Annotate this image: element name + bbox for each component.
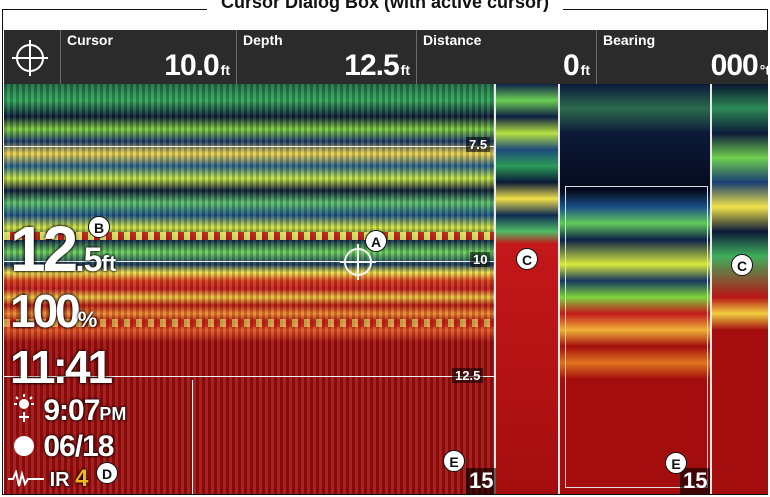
depth-line-7-5 [4, 146, 494, 147]
callout-e-left: E [443, 450, 465, 472]
ir-wave-icon [8, 468, 44, 487]
depth-value: 12.5 [344, 49, 399, 82]
distance-value: 0 [562, 49, 580, 82]
zoom-range-box [565, 186, 708, 488]
callout-e-right: E [665, 452, 687, 474]
distance-field: Distance 0 ft [416, 30, 596, 84]
distance-unit: ft [580, 62, 590, 78]
time-readout: 11:41 [10, 341, 113, 393]
sonar-flasher-strip [496, 84, 558, 494]
sonar-flasher-strip-right [712, 84, 768, 494]
bearing-unit: °t [759, 62, 770, 78]
divider [558, 84, 560, 494]
callout-b: B [88, 216, 110, 238]
bottom-marker-line [192, 380, 193, 494]
sonar-history-view[interactable] [4, 84, 494, 494]
sunset-readout: 9:07PM [12, 394, 126, 428]
figure-caption: Cursor Dialog Box (with active cursor) [0, 0, 770, 16]
moon-icon [14, 436, 34, 456]
zoom-sonar-view[interactable] [560, 84, 710, 494]
divider [710, 84, 712, 494]
date-readout: 06/18 [12, 430, 114, 464]
cursor-value: 10.0 [164, 49, 219, 82]
sun-icon [14, 394, 34, 422]
depth-label-10: 10 [470, 252, 491, 267]
percent-readout: 100% [10, 285, 98, 337]
sonar-return-band [4, 319, 494, 327]
callout-c-left: C [516, 248, 538, 270]
depth-label-7-5: 7.5 [466, 137, 491, 152]
depth-unit: ft [400, 62, 410, 78]
cursor-dialog-box: Cursor 10.0 ft Depth 12.5 ft Distance 0 ft … [4, 30, 770, 85]
ir-readout: IR 4 [8, 465, 88, 493]
bearing-field: Bearing 000 °t [596, 30, 770, 84]
depth-label-15: 15 [466, 468, 497, 494]
depth-field: Depth 12.5 ft [236, 30, 416, 84]
depth-readout: 12.5ft [10, 213, 117, 285]
crosshair-icon[interactable] [10, 38, 50, 78]
bearing-value: 000 [710, 49, 759, 82]
active-cursor-icon[interactable] [338, 242, 378, 282]
callout-d: D [96, 462, 118, 484]
callout-a: A [365, 230, 387, 252]
depth-line-12-5 [4, 376, 494, 377]
callout-c-right: C [731, 254, 753, 276]
cursor-field: Cursor 10.0 ft [60, 30, 236, 84]
sonar-return-band [4, 232, 494, 240]
depth-label-12-5: 12.5 [452, 368, 484, 383]
depth-line-10 [4, 261, 494, 262]
zoom-depth-label-15: 15 [680, 468, 711, 494]
cursor-unit: ft [220, 62, 230, 78]
divider [494, 84, 496, 494]
